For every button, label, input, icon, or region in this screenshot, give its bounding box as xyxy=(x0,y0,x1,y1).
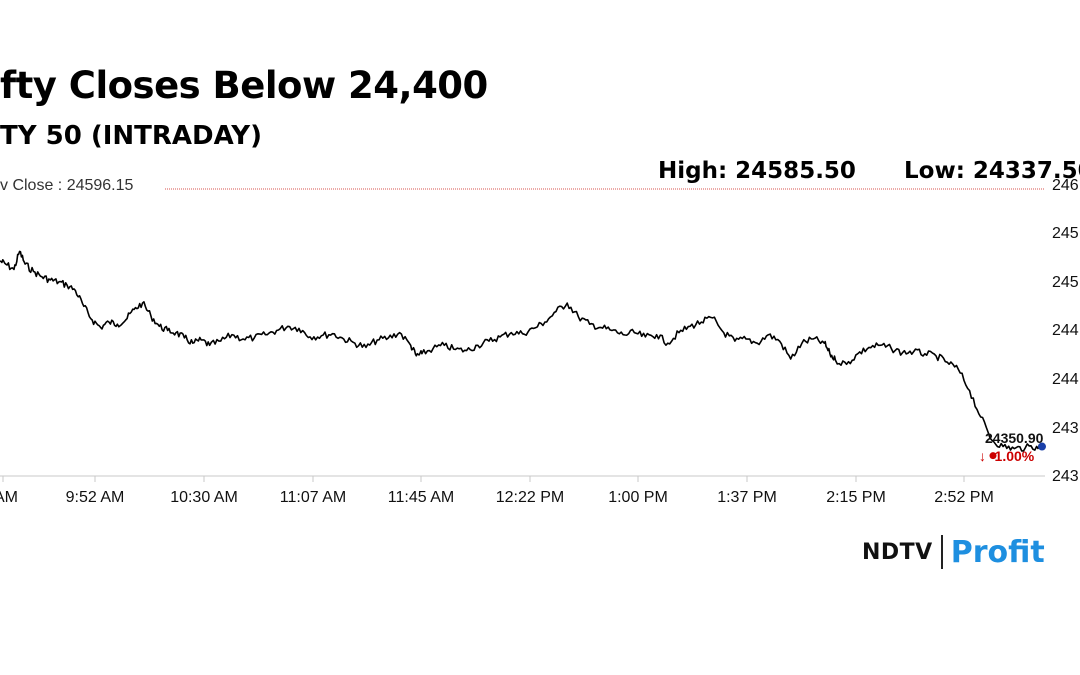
end-point-dot xyxy=(1038,442,1046,451)
y-tick-label: 244 xyxy=(1052,371,1079,388)
y-tick-label: 245 xyxy=(1052,225,1079,242)
x-tick-label: 11:07 AM xyxy=(280,489,346,506)
y-tick-label: 246 xyxy=(1052,177,1079,194)
y-tick-label: 244 xyxy=(1052,322,1079,339)
low-value-label: Low: 24337.50 xyxy=(904,158,1080,184)
high-value-label: High: 24585.50 xyxy=(658,158,856,184)
chart-subtitle: TY 50 (INTRADAY) xyxy=(0,121,262,151)
last-value-label: 24350.90 xyxy=(985,430,1044,446)
last-price-dot xyxy=(989,452,997,460)
logo-ndtv-text: NDTV xyxy=(862,539,933,565)
y-tick-label: 245 xyxy=(1052,274,1079,291)
x-tick-label: 2:15 PM xyxy=(826,489,886,506)
prev-close-label: v Close : 24596.15 xyxy=(0,177,134,194)
y-tick-label: 243 xyxy=(1052,420,1079,437)
y-tick-label: 243 xyxy=(1052,468,1079,485)
x-tick-label: AM xyxy=(0,489,18,506)
logo-divider xyxy=(940,535,943,569)
x-tick-label: 2:52 PM xyxy=(934,489,994,506)
x-tick-label: 9:52 AM xyxy=(66,489,125,506)
x-tick-label: 1:00 PM xyxy=(608,489,668,506)
x-tick-label: 1:37 PM xyxy=(717,489,777,506)
ndtv-profit-logo: NDTV Profit xyxy=(862,533,1045,571)
x-tick-label: 11:45 AM xyxy=(388,489,454,506)
logo-profit-text: Profit xyxy=(950,534,1045,570)
chart-title: fty Closes Below 24,400 xyxy=(0,64,488,107)
x-tick-label: 12:22 PM xyxy=(496,489,564,506)
y-axis-ticks: 246 245 245 244 244 243 243 xyxy=(1052,177,1079,485)
change-percent-label: ↓ -1.00% xyxy=(979,448,1035,464)
series-line-nifty xyxy=(0,250,1046,452)
x-axis-ticks: AM 9:52 AM 10:30 AM 11:07 AM 11:45 AM 12:22 P… xyxy=(0,476,994,506)
end-markers: 24350.90 ↓ -1.00% xyxy=(979,430,1046,464)
x-tick-label: 10:30 AM xyxy=(170,489,238,506)
